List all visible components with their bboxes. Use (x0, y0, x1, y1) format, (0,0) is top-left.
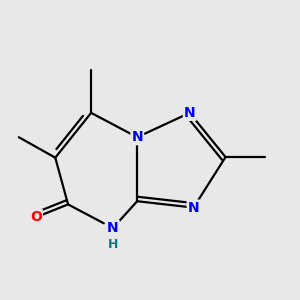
Text: N: N (107, 221, 119, 235)
Text: H: H (108, 238, 118, 251)
Text: O: O (30, 210, 42, 224)
Text: N: N (131, 130, 143, 144)
Text: N: N (188, 201, 199, 214)
Text: N: N (184, 106, 196, 120)
